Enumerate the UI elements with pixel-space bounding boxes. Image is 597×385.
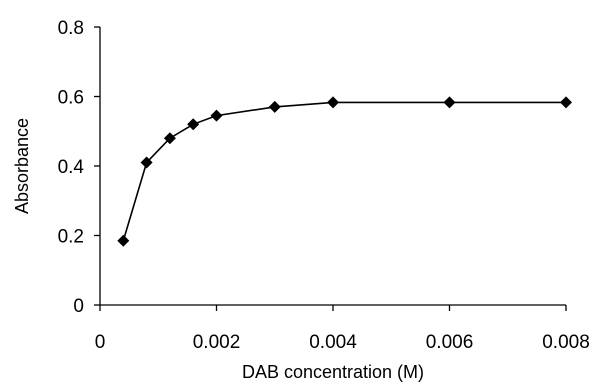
data-point-marker	[268, 100, 281, 113]
x-axis-title: DAB concentration (M)	[242, 362, 424, 382]
x-tick-label: 0.006	[426, 332, 474, 353]
data-point-marker	[187, 118, 200, 131]
data-point-marker	[117, 234, 130, 247]
y-tick-label: 0.4	[58, 157, 85, 178]
y-tick-label: 0.2	[58, 227, 84, 248]
y-tick-label: 0	[73, 296, 84, 317]
y-tick-label: 0.6	[58, 88, 84, 109]
x-tick-label: 0	[95, 332, 106, 353]
ticks: 0 0.002 0.004 0.006 0.008 0 0.2 0.4 0.6 0.8	[58, 18, 590, 353]
axes	[99, 27, 566, 306]
data-point-marker	[560, 96, 572, 109]
y-axis-title: Absorbance	[12, 118, 32, 214]
y-tick-label: 0.8	[58, 18, 84, 39]
series-layer	[117, 96, 572, 247]
x-tick-label: 0.004	[309, 332, 357, 353]
data-point-marker	[140, 156, 153, 169]
x-tick-label: 0.002	[193, 332, 241, 353]
data-point-marker	[327, 96, 339, 109]
data-point-marker	[210, 109, 223, 122]
x-tick-label: 0.008	[542, 332, 590, 353]
data-point-marker	[163, 132, 176, 145]
data-point-marker	[443, 96, 456, 109]
